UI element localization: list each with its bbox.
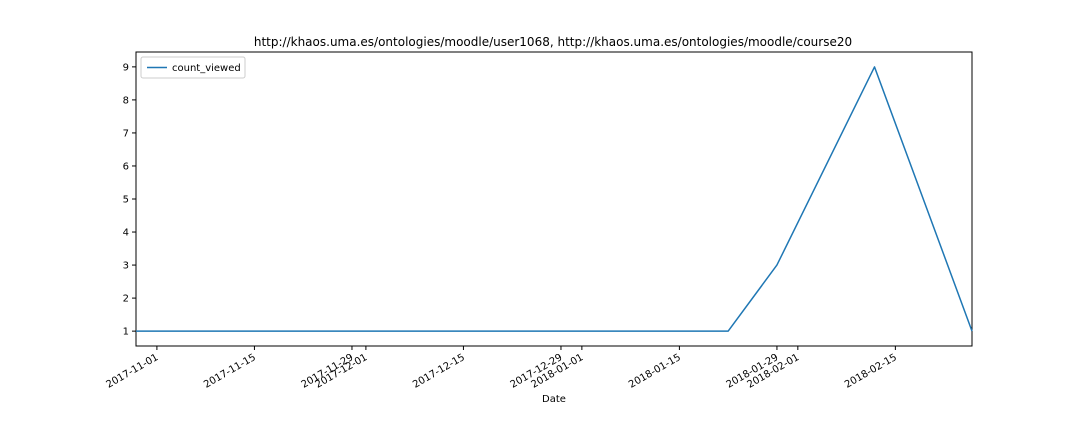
- y-tick-label: 5: [123, 195, 129, 206]
- legend-box: [140, 56, 246, 79]
- x-tick-label: 2018-02-15: [843, 352, 899, 391]
- x-tick-label: 2018-01-15: [627, 352, 683, 391]
- y-tick-label: 9: [123, 62, 129, 73]
- x-tick-label: 2017-11-15: [202, 352, 258, 391]
- legend-label: count_viewed: [172, 63, 241, 74]
- y-tick-label: 6: [123, 161, 129, 172]
- x-axis: 2017-11-01 2017-11-15 2017-11-292017-12-01…: [105, 346, 899, 391]
- legend: count_viewed: [140, 56, 246, 79]
- x-tick-label: 2017-12-15: [411, 352, 467, 391]
- y-tick-label: 2: [123, 294, 129, 305]
- y-tick-label: 7: [123, 128, 129, 139]
- y-axis: 1 2 3 4 5 6 7 8 9: [123, 62, 136, 338]
- x-axis-label: Date: [542, 394, 566, 405]
- x-tick-label: 2017-11-01: [105, 352, 161, 391]
- y-tick-label: 4: [123, 228, 129, 239]
- y-tick-label: 1: [123, 327, 129, 338]
- y-tick-label: 8: [123, 95, 129, 106]
- y-tick-label: 3: [123, 261, 129, 272]
- plot-area: [135, 51, 973, 347]
- series-layer: [136, 66, 973, 332]
- series-line: [136, 66, 973, 332]
- chart-title: http://khaos.uma.es/ontologies/moodle/us…: [254, 35, 852, 49]
